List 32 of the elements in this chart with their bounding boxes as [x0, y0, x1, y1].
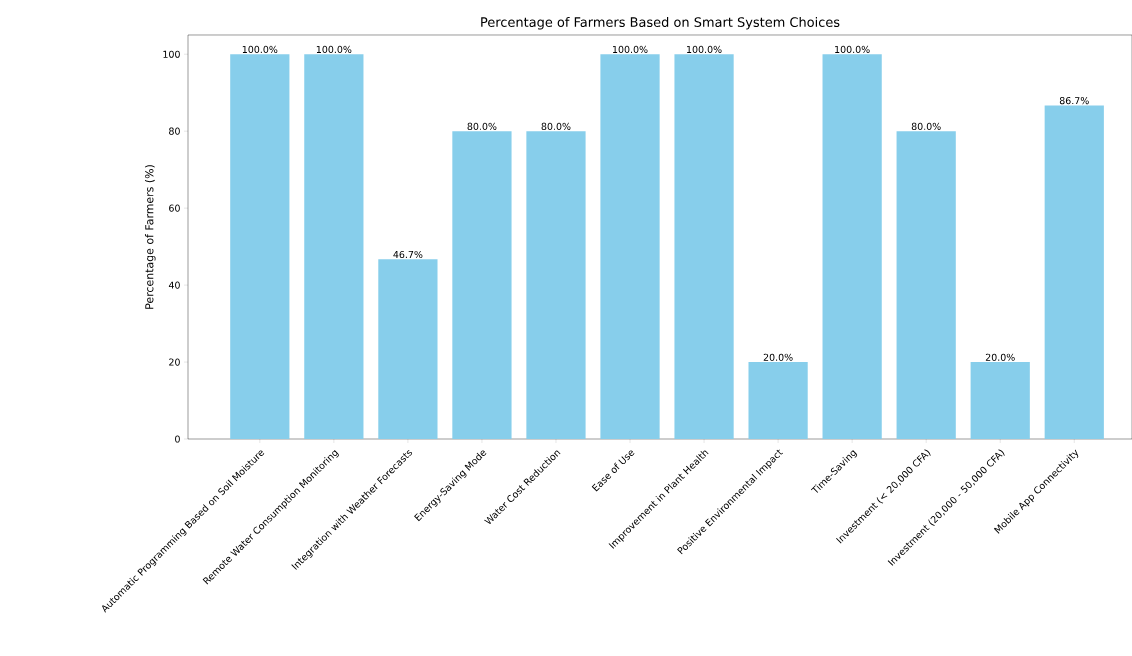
y-tick-label: 80 — [169, 127, 180, 135]
data-label: 100.0% — [316, 45, 352, 54]
bar — [1044, 105, 1104, 439]
data-label: 100.0% — [835, 45, 870, 54]
y-tick-label: 100 — [163, 50, 180, 58]
data-label: 100.0% — [613, 45, 648, 54]
data-label: 20.0% — [985, 353, 1015, 361]
bar — [748, 362, 808, 439]
y-axis-title: Percentage of Farmers (%) — [144, 165, 156, 309]
y-tick-label: 0 — [175, 435, 180, 443]
chart-title: Percentage of Farmers Based on Smart System Choices — [481, 16, 840, 30]
data-label: 100.0% — [242, 45, 278, 54]
data-label: 86.7% — [1059, 97, 1089, 105]
bar — [674, 54, 734, 439]
y-tick-label: 40 — [168, 281, 180, 289]
data-label: 80.0% — [467, 122, 497, 130]
data-label: 20.0% — [763, 353, 793, 361]
bar — [378, 259, 438, 439]
bar — [230, 54, 290, 439]
bar — [452, 131, 512, 439]
bar — [896, 131, 956, 439]
data-label: 46.7% — [393, 250, 423, 259]
bar — [304, 54, 364, 439]
bar — [970, 362, 1030, 439]
y-tick-label: 60 — [169, 204, 180, 212]
bar — [526, 131, 586, 439]
data-label: 80.0% — [911, 122, 941, 130]
data-label: 100.0% — [687, 45, 722, 54]
y-tick-label: 20 — [169, 358, 180, 366]
data-label: 80.0% — [541, 122, 571, 130]
bar — [822, 54, 882, 439]
bar — [600, 54, 660, 439]
